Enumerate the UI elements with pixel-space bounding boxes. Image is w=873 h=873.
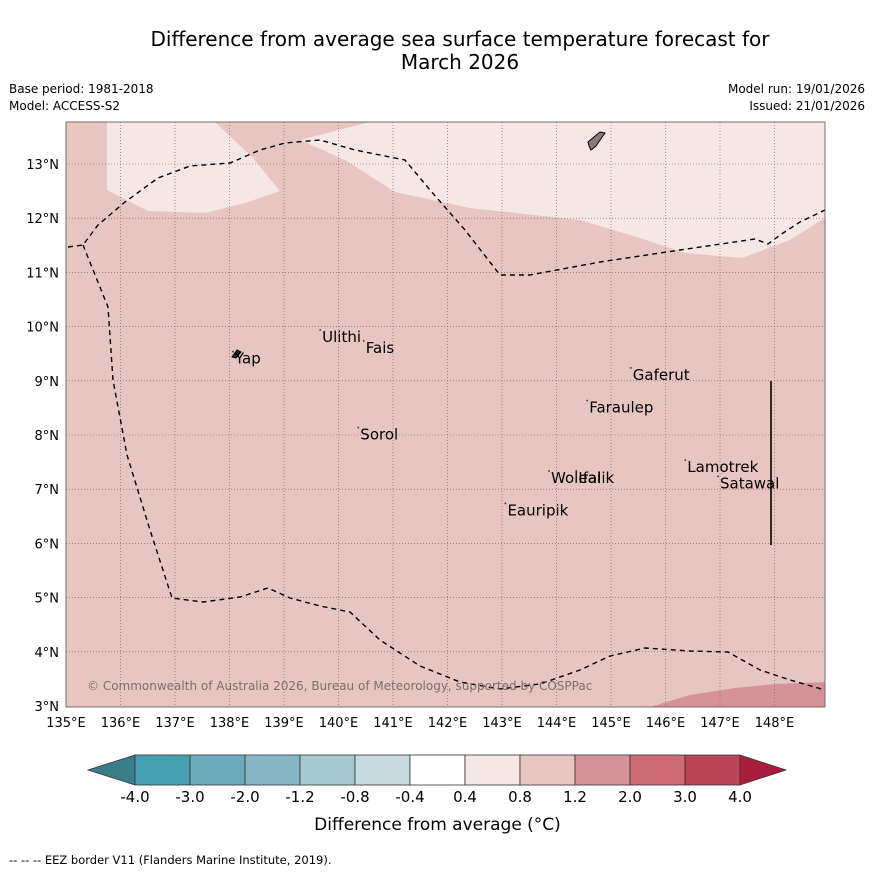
anomaly-0.4-0.8-region-north (107, 122, 280, 213)
colorbar-segment (684, 754, 741, 786)
colorbar-tick-label: 4.0 (728, 788, 752, 806)
base-period: Base period: 1981-2018 (9, 82, 154, 96)
lon-tick-label: 147°E (700, 716, 740, 731)
lat-tick-label: 8°N (35, 429, 60, 444)
lon-tick-label: 140°E (319, 716, 359, 731)
model-name: Model: ACCESS-S2 (9, 99, 121, 113)
title-line-2: March 2026 (400, 50, 520, 74)
lon-tick-label: 148°E (755, 716, 795, 731)
lat-tick-label: 7°N (35, 483, 60, 498)
colorbar-tick-label: -4.0 (120, 788, 150, 806)
island-marker (232, 350, 234, 353)
lon-tick-label: 144°E (537, 716, 577, 731)
colorbar-tick-label: -2.0 (230, 788, 260, 806)
map-frame (65, 121, 826, 708)
island-marker (586, 399, 589, 402)
colorbar (86, 754, 788, 786)
lat-tick-label: 4°N (35, 646, 60, 661)
lon-tick-label: 138°E (210, 716, 250, 731)
lat-tick-label: 12°N (26, 212, 59, 227)
island-marker (575, 470, 578, 472)
colorbar-tick-label: -0.8 (340, 788, 370, 806)
colorbar-segment (629, 754, 686, 786)
footer-note: -- -- -- EEZ border V11 (Flanders Marine… (9, 853, 332, 867)
copyright-text: © Commonwealth of Australia 2026, Bureau… (87, 679, 592, 693)
colorbar-segment (189, 754, 246, 786)
colorbar-arrow-low (86, 754, 136, 786)
colorbar-tick-label: -0.4 (395, 788, 425, 806)
colorbar-segment (134, 754, 191, 786)
lon-tick-label: 145°E (591, 716, 631, 731)
issued-date: Issued: 21/01/2026 (749, 99, 865, 113)
place-label-yap: Yap (234, 350, 261, 368)
lon-tick-label: 146°E (646, 716, 686, 731)
place-label-woleai: Woleai (551, 469, 601, 487)
island-marker (548, 470, 550, 472)
place-label-ifalik: Ifalik (578, 469, 614, 487)
map-area: Yap Ulithi Fais Sorol Gaferut Faraulep WoleaiI… (66, 122, 825, 707)
lat-tick-label: 11°N (26, 266, 59, 281)
island-marker (357, 426, 360, 429)
eez-border-line (67, 139, 825, 276)
place-label-sorol: Sorol (360, 426, 398, 444)
place-label-faraulep: Faraulep (589, 398, 653, 416)
colorbar-tick-label: 0.8 (508, 788, 532, 806)
chart-title: Difference from average sea surface temp… (90, 28, 830, 74)
island-marker (504, 502, 507, 505)
place-label-ulithi: Ulithi (322, 328, 361, 346)
island-marker (629, 367, 632, 369)
lat-tick-label: 10°N (26, 321, 59, 336)
model-run: Model run: 19/01/2026 (727, 82, 865, 96)
lat-tick-label: 13°N (26, 158, 59, 173)
meta-left: Base period: 1981-2018 Model: ACCESS-S2 (9, 81, 154, 115)
lon-tick-label: 135°E (46, 716, 86, 731)
island-marker (717, 475, 719, 478)
colorbar-tick-label: -1.2 (285, 788, 315, 806)
colorbar-segment (464, 754, 521, 786)
graticule (66, 122, 825, 707)
colorbar-title: Difference from average (°C) (314, 815, 561, 835)
place-label-fais: Fais (366, 339, 395, 357)
lat-tick-label: 9°N (35, 375, 60, 390)
colorbar-segment (299, 754, 356, 786)
colorbar-tick-label: 2.0 (618, 788, 642, 806)
colorbar-segment (574, 754, 631, 786)
lat-tick-label: 5°N (35, 592, 60, 607)
place-label-eauripik: Eauripik (507, 501, 568, 519)
colorbar-tick-label: -3.0 (175, 788, 205, 806)
place-labels: Yap Ulithi Fais Sorol Gaferut Faraulep WoleaiI… (232, 328, 779, 519)
anomaly-1.2-2.0-region (650, 682, 825, 707)
colorbar-segment (409, 754, 466, 786)
lon-tick-label: 136°E (101, 716, 141, 731)
island-marker (684, 459, 687, 461)
lon-tick-label: 142°E (428, 716, 468, 731)
eez-border-line-west (82, 244, 825, 691)
longitude-axis: 135°E 136°E 137°E 138°E 139°E 140°E 141°E 142°E… (46, 716, 794, 731)
anomaly-0.4-0.8-region-northeast (300, 122, 825, 258)
place-label-lamotrek: Lamotrek (687, 458, 758, 476)
lon-tick-label: 141°E (373, 716, 413, 731)
colorbar-arrow-high (739, 754, 788, 786)
lat-tick-label: 6°N (35, 537, 60, 552)
yap-island (231, 349, 242, 359)
place-label-satawal: Satawal (720, 474, 779, 492)
lon-tick-label: 139°E (264, 716, 304, 731)
colorbar-segment (354, 754, 411, 786)
lon-tick-label: 143°E (482, 716, 522, 731)
latitude-axis: 3°N 4°N 5°N 6°N 7°N 8°N 9°N 10°N 11°N 12°N 13°N (26, 158, 59, 715)
colorbar-tick-label: 3.0 (673, 788, 697, 806)
colorbar-segment (519, 754, 576, 786)
colorbar-tick-label: 0.4 (453, 788, 477, 806)
colorbar-tick-label: 1.2 (563, 788, 587, 806)
lat-tick-label: 3°N (35, 700, 60, 715)
place-label-gaferut: Gaferut (633, 366, 690, 384)
title-line-1: Difference from average sea surface temp… (150, 27, 770, 51)
guam-island (587, 131, 606, 151)
meta-right: Model run: 19/01/2026 Issued: 21/01/2026 (728, 81, 865, 115)
colorbar-segment (244, 754, 301, 786)
island-marker (362, 339, 365, 342)
island-marker (319, 329, 322, 331)
lon-tick-label: 137°E (155, 716, 195, 731)
